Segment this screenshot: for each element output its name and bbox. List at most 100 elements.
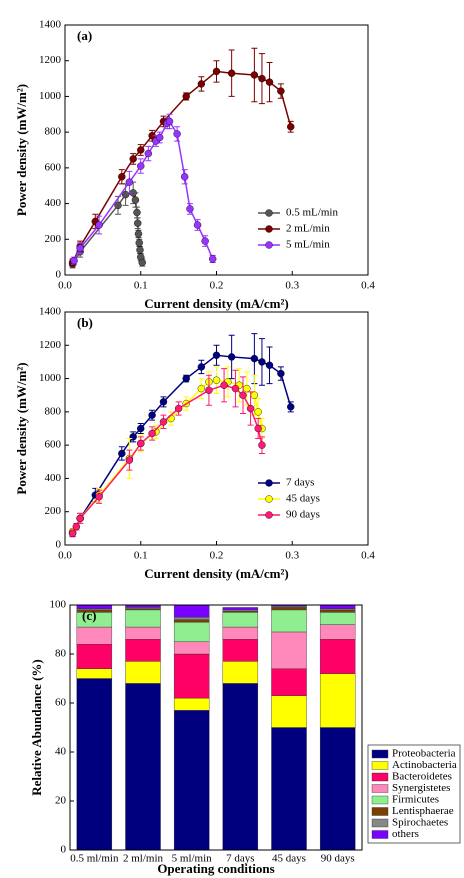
bar-segment [222,612,259,628]
marker [76,244,84,252]
bar-segment [173,619,210,623]
legend-label: others [392,828,419,840]
marker [258,358,266,366]
marker [125,178,134,186]
annotation: (c) [82,608,96,623]
series-line [71,379,263,533]
marker [118,173,126,181]
marker [72,522,81,531]
y-tick-label: 200 [45,233,62,245]
marker [155,133,164,142]
marker [277,369,285,378]
marker [254,408,262,416]
legend-label: Synergistetes [392,782,450,794]
y-tick-label: 100 [50,599,67,611]
marker [180,173,189,181]
bar-segment [173,710,210,851]
legend-label: Spirochaetes [392,817,448,829]
marker [250,71,259,79]
bar-segment [173,617,210,620]
marker [246,404,255,413]
marker [76,514,84,523]
x-tick-label: 0.0 [58,280,72,292]
marker [227,353,236,361]
y-tick-label: 1000 [39,90,62,102]
legend-swatch [371,807,389,816]
marker [131,196,140,204]
marker [137,439,145,448]
marker [277,87,285,95]
marker [136,246,144,254]
x-tick-label: 0.3 [285,280,299,292]
bar-segment [125,661,161,684]
bar-segment [76,678,113,851]
legend-label: 90 days [286,509,320,521]
bar-segment [222,607,259,611]
legend-swatch [371,795,389,805]
y-tick-label: 40 [55,746,67,758]
x-tick-label: 0.4 [361,280,375,292]
y-tick-label: 20 [55,795,67,807]
legend-swatch [371,818,389,828]
legend-marker [265,511,273,519]
y-tick-label: 0 [56,269,62,281]
y-tick-label: 800 [45,126,62,138]
legend-label: Actinobacteria [392,759,457,771]
bar-segment [125,626,161,640]
series-line [71,70,292,263]
marker [243,384,251,393]
y-axis-label: Relative Abundance (%) [29,659,44,796]
marker [137,146,145,154]
series [68,368,266,538]
plot-frame [69,604,363,851]
x-tick-label: 0.3 [285,550,299,562]
marker [148,411,156,419]
legend-swatch [371,830,389,839]
x-axis-label: Operating conditions [157,861,274,876]
marker [287,403,295,411]
legend-label: 45 days [286,493,320,505]
y-tick-label: 1400 [39,19,62,31]
bar-segment [319,673,356,728]
marker [220,381,228,389]
y-tick-label: 60 [55,697,67,709]
bar-segment [76,626,113,645]
y-tick-label: 600 [45,439,62,451]
marker [212,376,221,384]
y-tick-label: 400 [45,197,62,209]
y-tick-label: 1200 [39,339,62,351]
legend-label: 5 mL/min [286,239,330,251]
legend-label: Bacteroidetes [392,771,452,783]
marker [265,361,274,369]
marker [70,257,78,265]
bar-segment [76,644,113,669]
legend-label: Lentisphaerae [392,805,454,817]
marker [148,429,156,438]
annotation: (b) [77,315,93,330]
legend-marker [265,495,273,503]
bar-segment [173,641,210,655]
marker [134,219,142,227]
x-tick-label: 45 days [272,853,306,865]
y-tick-label: 800 [45,405,62,417]
legend-marker [265,479,273,487]
y-tick-label: 600 [45,161,62,173]
marker [68,529,77,538]
series [70,113,217,265]
marker [193,221,202,229]
marker [144,149,153,158]
x-tick-label: 90 days [321,853,355,865]
marker [133,208,141,217]
legend-swatch [371,761,389,770]
x-tick-label: 0.2 [210,280,224,292]
bar-segment [173,653,210,699]
bar-segment [125,639,161,662]
legend-marker [265,225,273,233]
series-line [71,354,292,534]
marker [159,398,168,406]
x-tick-label: 5 ml/min [172,853,213,865]
bar-segment [319,624,356,640]
bar-segment [271,727,307,851]
bar-segment [319,604,356,609]
marker [186,205,194,213]
